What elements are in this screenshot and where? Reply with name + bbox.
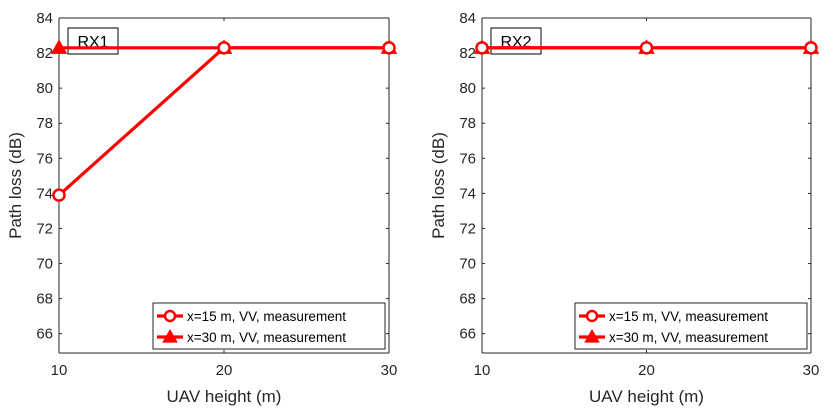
x-tick-label-30-rx1: 30 [381,362,398,379]
legend-entry-1-marker-rx2 [585,309,599,323]
y-tick-label-66-rx2: 66 [459,326,476,343]
x-axis-label-rx1: UAV height (m) [167,387,282,406]
y-tick-label-68-rx1: 68 [36,291,53,308]
x-tick-label-30-rx2: 30 [803,362,820,379]
series-1-line-rx1 [57,46,389,197]
y-tick-label-72-rx2: 72 [459,220,476,237]
series-1-marker-3-rx1 [382,41,396,55]
y-tick-label-74-rx1: 74 [36,185,53,202]
series-1-marker-2-rx2 [639,41,654,55]
y-tick-label-84-rx1: 84 [36,10,53,27]
series-1-marker-1-rx1 [52,188,66,202]
panel-label-box-rx2 [490,27,542,55]
chart-panel-rx1: RX1 UAV height (m) Path loss (dB) x=15 m… [6,10,397,406]
legend-box-rx1 [152,302,386,350]
y-tick-label-78-rx2: 78 [459,115,476,132]
y-tick-label-72-rx1: 72 [36,220,53,237]
y-tick-label-66-rx1: 66 [36,326,53,343]
y-tick-label-76-rx1: 76 [36,150,53,167]
series-1-marker-2-rx1 [217,41,231,55]
legend-entry-1-marker-rx1 [163,309,177,323]
y-tick-label-70-rx1: 70 [36,256,53,273]
y-tick-label-70-rx2: 70 [459,256,476,273]
legend-entry-1-label-rx1: x=15 m, VV, measurement [187,309,346,324]
x-axis-label-rx2: UAV height (m) [589,387,704,406]
x-tick-label-20-rx1: 20 [216,362,233,379]
legend-entry-1-label-rx2: x=15 m, VV, measurement [609,309,768,324]
series-1-marker-3-rx2 [804,41,818,55]
x-tick-label-20-rx2: 20 [638,362,655,379]
legend-entry-2-label-rx2: x=30 m, VV, measurement [609,330,768,345]
y-tick-label-84-rx2: 84 [459,10,476,27]
y-tick-label-76-rx2: 76 [459,150,476,167]
y-tick-label-68-rx2: 68 [459,291,476,308]
legend-entry-2-label-rx1: x=30 m, VV, measurement [187,330,346,345]
y-tick-label-78-rx1: 78 [36,115,53,132]
y-tick-label-82-rx2: 82 [459,45,476,62]
panel-label-box-rx1 [67,27,119,55]
y-tick-label-80-rx2: 80 [459,80,476,97]
legend-entry-2-marker-rx1 [162,328,178,343]
x-tick-label-10-rx1: 10 [51,362,68,379]
y-tick-label-82-rx1: 82 [36,45,53,62]
y-axis-label-rx1: Path loss (dB) [6,132,25,239]
legend-box-rx2 [574,302,808,350]
series-2-marker-1-rx1 [50,39,68,54]
chart-panel-rx2: RX2 UAV height (m) Path loss (dB) x=15 m… [429,10,819,406]
x-tick-label-10-rx2: 10 [474,362,491,379]
y-tick-label-74-rx2: 74 [459,185,476,202]
y-tick-label-80-rx1: 80 [36,80,53,97]
y-axis-label-rx2: Path loss (dB) [429,132,448,239]
legend-entry-2-marker-rx2 [584,328,600,343]
series-1-marker-1-rx2 [475,41,489,55]
